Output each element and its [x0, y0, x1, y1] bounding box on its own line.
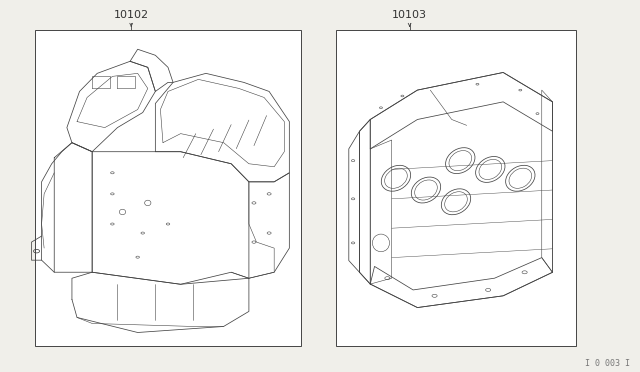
- Text: 10103: 10103: [392, 10, 427, 20]
- Bar: [336, 30, 576, 346]
- Text: 10102: 10102: [114, 10, 148, 20]
- Bar: [35, 30, 301, 346]
- Text: I 0 003 I: I 0 003 I: [586, 359, 630, 368]
